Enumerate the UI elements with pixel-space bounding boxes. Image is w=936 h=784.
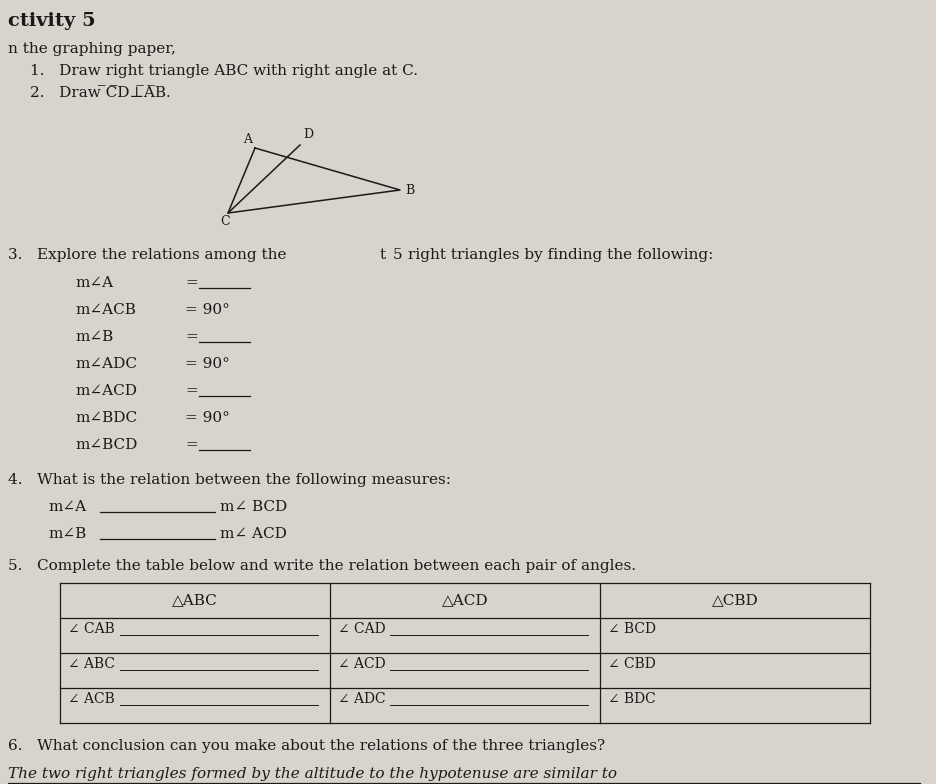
Text: m∠B: m∠B xyxy=(75,330,113,344)
Text: ctivity 5: ctivity 5 xyxy=(8,12,95,30)
Text: =: = xyxy=(184,384,197,398)
Text: m∠B: m∠B xyxy=(48,527,86,541)
Text: C: C xyxy=(220,215,229,228)
Text: m∠BCD: m∠BCD xyxy=(75,438,138,452)
Text: =: = xyxy=(184,276,197,290)
Text: △CBD: △CBD xyxy=(710,593,757,608)
Text: =: = xyxy=(184,438,197,452)
Text: n the graphing paper,: n the graphing paper, xyxy=(8,42,176,56)
Text: = 90°: = 90° xyxy=(184,357,229,371)
Text: The two right triangles formed by the altitude to the hypotenuse are similar to: The two right triangles formed by the al… xyxy=(8,767,616,781)
Text: m∠ACD: m∠ACD xyxy=(75,384,137,398)
Text: 1.   Draw right triangle ABC with right angle at C.: 1. Draw right triangle ABC with right an… xyxy=(30,64,417,78)
Text: ∠ ACD: ∠ ACD xyxy=(338,657,386,671)
Text: = 90°: = 90° xyxy=(184,303,229,317)
Text: D: D xyxy=(302,128,313,141)
Text: 5: 5 xyxy=(392,248,402,262)
Text: 6.   What conclusion can you make about the relations of the three triangles?: 6. What conclusion can you make about th… xyxy=(8,739,605,753)
Text: 4.   What is the relation between the following measures:: 4. What is the relation between the foll… xyxy=(8,473,450,487)
Text: right triangles by finding the following:: right triangles by finding the following… xyxy=(407,248,712,262)
Text: m∠ ACD: m∠ ACD xyxy=(220,527,286,541)
Text: m∠ADC: m∠ADC xyxy=(75,357,137,371)
Text: ∠ CAB: ∠ CAB xyxy=(68,622,114,636)
Text: ∠ BDC: ∠ BDC xyxy=(607,692,655,706)
Text: ∠ BCD: ∠ BCD xyxy=(607,622,655,636)
Text: A: A xyxy=(242,133,252,146)
Text: ∠ CAD: ∠ CAD xyxy=(338,622,386,636)
Text: B: B xyxy=(404,183,414,197)
Text: m∠A: m∠A xyxy=(48,500,86,514)
Text: ∠ ACB: ∠ ACB xyxy=(68,692,114,706)
Text: 5.   Complete the table below and write the relation between each pair of angles: 5. Complete the table below and write th… xyxy=(8,559,636,573)
Text: △ACD: △ACD xyxy=(441,593,488,608)
Text: ∠ CBD: ∠ CBD xyxy=(607,657,655,671)
Text: m∠ BCD: m∠ BCD xyxy=(220,500,287,514)
Text: t: t xyxy=(380,248,386,262)
Text: △ABC: △ABC xyxy=(172,593,218,608)
Text: ∠ ABC: ∠ ABC xyxy=(68,657,115,671)
Text: 3.   Explore the relations among the: 3. Explore the relations among the xyxy=(8,248,286,262)
Text: m∠A: m∠A xyxy=(75,276,113,290)
Text: 2.   Draw ̅C̅D⊥̅A̅B.: 2. Draw ̅C̅D⊥̅A̅B. xyxy=(30,86,170,100)
Text: = 90°: = 90° xyxy=(184,411,229,425)
Text: m∠ACB: m∠ACB xyxy=(75,303,136,317)
Text: m∠BDC: m∠BDC xyxy=(75,411,137,425)
Text: =: = xyxy=(184,330,197,344)
Text: ∠ ADC: ∠ ADC xyxy=(338,692,386,706)
